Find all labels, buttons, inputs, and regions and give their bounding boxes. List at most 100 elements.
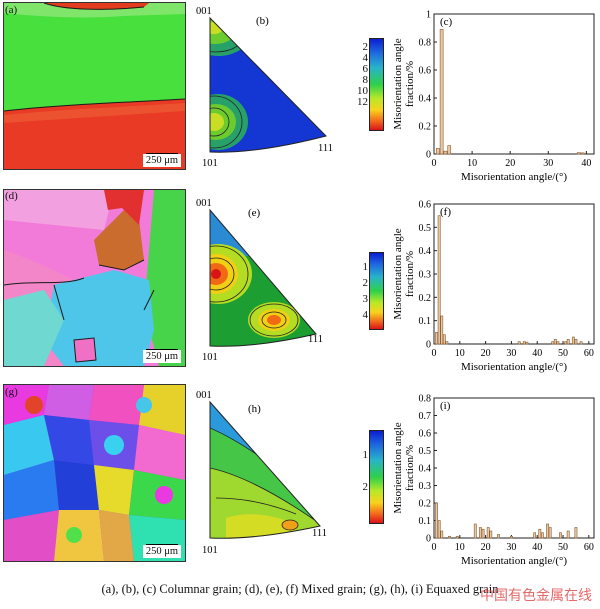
y-tick-label: 0.4 — [419, 246, 432, 257]
y-tick-label: 0.1 — [419, 316, 432, 327]
histogram-bar — [447, 145, 452, 155]
y-tick-label: 0.2 — [419, 293, 432, 304]
y-axis-label-line2: fraction/% — [404, 445, 416, 491]
y-tick-label: 0.6 — [419, 200, 432, 211]
pole-e-corner-right: 111 — [308, 334, 323, 345]
panel-label-e: (e) — [248, 207, 261, 219]
x-tick-label: 30 — [506, 542, 516, 553]
x-tick-label: 10 — [455, 348, 465, 359]
pole-figure-h-svg: 001 101 111 (h) — [196, 390, 327, 556]
pole-figure-e-svg: 001 101 111 (e) — [196, 198, 323, 363]
x-tick-label: 50 — [558, 348, 568, 359]
scale-bar-d: 250 μm — [142, 348, 181, 363]
histogram-bar — [517, 341, 521, 345]
pole-e-corner-left: 101 — [202, 352, 218, 363]
y-tick-label: 0.8 — [419, 394, 432, 405]
y-tick-label: 0.3 — [419, 270, 432, 281]
color-legend-e-bar — [369, 252, 384, 330]
y-tick-label: 0 — [426, 534, 431, 545]
orientation-map-columnar: 250 μm — [3, 2, 186, 170]
plot-frame — [433, 13, 595, 155]
histogram-c: Misorientation angle fraction/% 0 0.2 0.4 0.6… — [392, 10, 595, 183]
x-tick-label: 10 — [455, 542, 465, 553]
histogram-bar — [497, 534, 500, 539]
histogram-bar — [538, 528, 542, 539]
color-legend-h: 1 2 — [336, 430, 384, 524]
pole-b-corner-right: 111 — [318, 143, 333, 154]
x-axis-label: Misorientation angle/(°) — [461, 555, 567, 567]
legend-b-tick: 10 — [357, 85, 368, 97]
histogram-bar — [522, 341, 526, 345]
histogram-panel-label: (i) — [440, 400, 451, 412]
histogram-bar — [533, 532, 537, 539]
pole-h-corner-right: 111 — [312, 528, 327, 539]
y-tick-label: 0.6 — [419, 66, 432, 77]
x-tick-label: 20 — [481, 542, 491, 553]
pole-b-corner-top: 001 — [196, 6, 212, 17]
histogram-bar — [564, 341, 568, 345]
orientation-map-columnar-image — [4, 3, 185, 169]
histogram-bar — [579, 341, 583, 345]
x-tick-label: 40 — [581, 158, 591, 169]
panel-label-b: (b) — [256, 15, 269, 27]
y-tick-label: 0 — [426, 150, 431, 161]
histogram-f: Misorientation angle fraction/% 0 0.1 0.2 0.3… — [392, 200, 595, 373]
histogram-bar — [510, 535, 513, 539]
histogram-bar — [437, 520, 441, 539]
histogram-bar — [440, 530, 444, 539]
color-legend-e-ticks: 1 2 3 4 — [363, 262, 369, 326]
histogram-panel-label: (c) — [440, 16, 453, 28]
scale-bar-a-label: 250 μm — [145, 155, 178, 166]
orientation-map-mixed-image — [4, 190, 185, 366]
histogram-bar — [442, 334, 446, 345]
x-axis-label: Misorientation angle/(°) — [461, 171, 567, 183]
y-tick-label: 0.2 — [419, 122, 432, 133]
y-tick-label: 0.2 — [419, 499, 432, 510]
histogram-bar — [574, 339, 578, 345]
histogram-bar — [435, 332, 438, 345]
histogram-bar — [576, 152, 581, 155]
x-tick-label: 40 — [532, 348, 542, 359]
scale-bar-g: 250 μm — [142, 543, 181, 558]
pole-figure-e: 001 101 111 (e) — [196, 196, 336, 368]
plot-frame — [433, 203, 595, 345]
x-tick-label: 40 — [532, 542, 542, 553]
y-tick-label: 0.5 — [419, 223, 432, 234]
color-legend-h-bar — [369, 430, 384, 524]
scale-bar-g-label: 250 μm — [145, 546, 178, 557]
histogram-bar — [439, 29, 444, 155]
color-legend-b: 2 4 6 8 10 12 — [336, 38, 384, 131]
x-axis-label: Misorientation angle/(°) — [461, 361, 567, 373]
histogram-bar — [556, 341, 560, 345]
pole-h-corner-left: 101 — [202, 545, 218, 556]
histogram-bar — [455, 535, 459, 539]
histogram-bar — [448, 535, 451, 539]
histogram-bar — [486, 527, 490, 539]
pole-h-corner-top: 001 — [196, 390, 212, 401]
plot-frame — [433, 397, 595, 539]
histogram-bar — [580, 152, 585, 155]
scale-bar-g-bar — [145, 543, 178, 545]
x-tick-label: 20 — [505, 158, 515, 169]
y-axis-label-line2: fraction/% — [404, 61, 416, 107]
y-tick-label: 0.3 — [419, 481, 432, 492]
x-tick-label: 30 — [506, 348, 516, 359]
histogram-bar — [574, 527, 578, 539]
histogram-bar — [443, 150, 448, 155]
legend-b-tick: 8 — [362, 74, 369, 86]
x-tick-label: 50 — [558, 542, 568, 553]
pole-figure-b: 001 101 111 (b) — [196, 4, 336, 174]
histogram-bar — [435, 148, 440, 155]
pole-figure-h: 001 101 111 (h) — [196, 388, 336, 560]
legend-e-tick: 3 — [362, 293, 369, 305]
panel-label-g: (g) — [5, 386, 18, 398]
histogram-bar — [435, 502, 438, 539]
pole-figure-b-svg: 001 101 111 (b) — [196, 6, 333, 169]
color-legend-h-ticks: 1 2 — [363, 450, 369, 498]
legend-b-tick: 2 — [362, 41, 369, 53]
legend-b-tick: 4 — [362, 52, 369, 64]
histogram-bar — [566, 530, 570, 539]
x-tick-label: 0 — [432, 348, 437, 359]
x-tick-label: 30 — [543, 158, 553, 169]
y-axis-label-line1: Misorientation angle — [392, 422, 404, 513]
